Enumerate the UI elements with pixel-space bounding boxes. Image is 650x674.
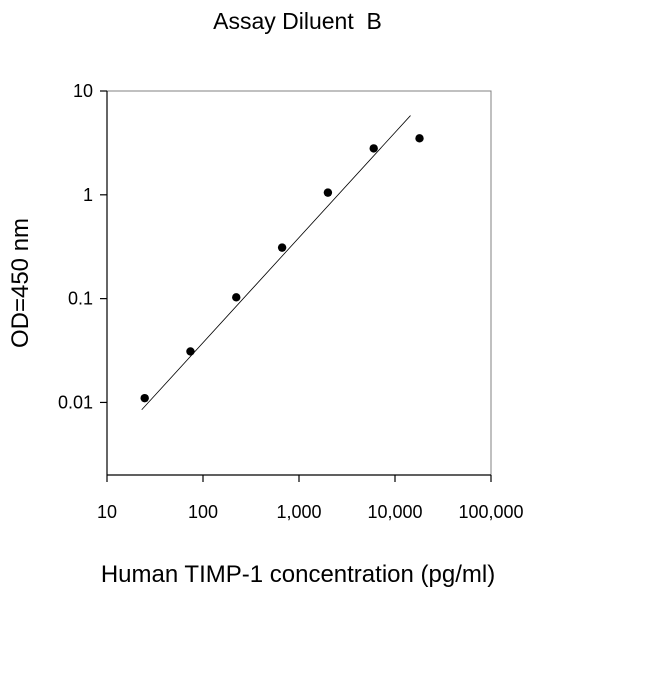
- data-point: [277, 243, 287, 252]
- data-point: [232, 293, 241, 302]
- y-ticks: 0.01 0.1 1 10: [58, 81, 107, 412]
- x-ticks: 10 100 1,000 10,000 100,000: [97, 475, 524, 522]
- x-axis-label: Human TIMP-1 concentration (pg/ml): [101, 561, 495, 588]
- x-tick-label: 100,000: [458, 502, 523, 522]
- plot-frame: [106, 90, 492, 476]
- data-point: [140, 393, 149, 403]
- data-point: [186, 347, 195, 356]
- y-tick-label: 1: [83, 185, 93, 205]
- y-tick-label: 10: [73, 81, 93, 101]
- y-axis-label: OD=450 nm: [7, 218, 34, 348]
- x-tick-label: 10,000: [367, 502, 422, 522]
- data-point: [323, 188, 333, 197]
- data-point: [415, 134, 424, 143]
- data-points: [140, 134, 424, 403]
- x-tick-label: 10: [97, 502, 117, 522]
- chart-title: Assay Diluent B: [213, 8, 382, 34]
- y-tick-label: 0.01: [58, 392, 93, 412]
- x-tick-label: 1,000: [276, 502, 321, 522]
- x-tick-label: 100: [188, 502, 218, 522]
- fit-line-group: [141, 115, 411, 411]
- data-point: [369, 144, 378, 153]
- y-tick-label: 0.1: [68, 289, 93, 309]
- fit-line: [141, 115, 411, 411]
